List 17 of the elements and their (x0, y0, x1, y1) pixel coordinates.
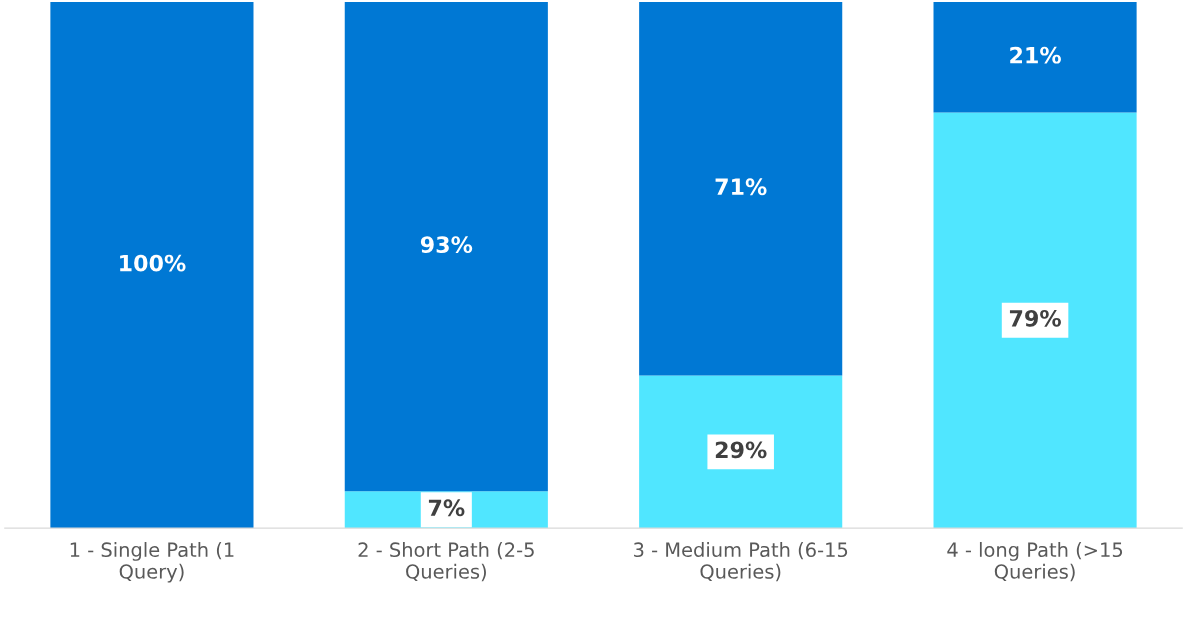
data-label: 93% (420, 236, 473, 254)
data-label: 21% (1010, 46, 1061, 64)
data-label: 79% (1009, 309, 1061, 327)
bar (639, 1, 843, 376)
x-tick-label: 2 - Short Path (2-5 Queries) (358, 542, 534, 582)
bar (344, 1, 548, 492)
data-label: 7% (428, 499, 465, 517)
x-tick-label: 1 - Single Path (1 Query) (70, 542, 234, 583)
x-tick-label: 3 - Medium Path (6-15 Queries) (634, 542, 848, 582)
data-label: 29% (715, 441, 767, 459)
bar (50, 1, 254, 529)
bar (639, 375, 843, 529)
bar (933, 112, 1137, 529)
data-label: 100% (120, 254, 186, 272)
data-label: 71% (715, 178, 767, 196)
bar (933, 1, 1137, 113)
x-tick-label: 4 - long Path (>15 Queries) (947, 542, 1123, 582)
